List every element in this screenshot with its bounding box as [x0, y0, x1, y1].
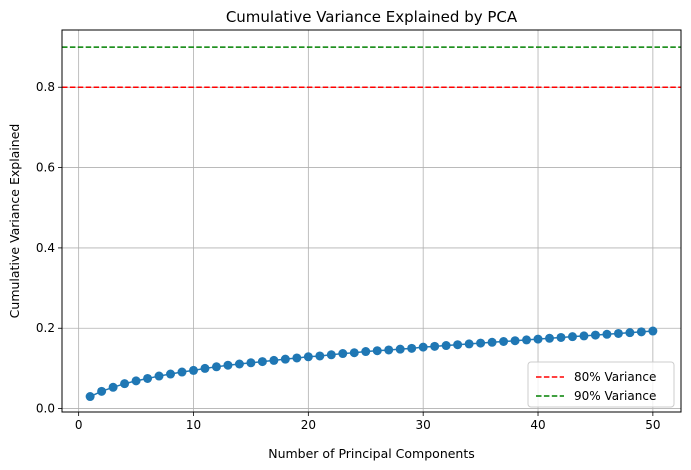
- data-point: [556, 332, 566, 342]
- data-point: [418, 342, 428, 352]
- data-point: [590, 330, 600, 340]
- data-point: [108, 382, 118, 392]
- data-point: [292, 353, 302, 363]
- data-point: [579, 331, 589, 341]
- data-point: [510, 336, 520, 346]
- data-point: [430, 341, 440, 351]
- axis-ticks: 0 10 20 30 40 50 0.0 0.2 0.4 0.6 0.8: [36, 80, 661, 432]
- x-tick-label: 10: [186, 418, 201, 432]
- data-point: [166, 369, 176, 379]
- y-tick-label: 0.0: [36, 402, 55, 416]
- data-point: [602, 329, 612, 339]
- data-point: [131, 376, 141, 386]
- data-point: [303, 352, 313, 362]
- data-point: [625, 328, 635, 338]
- data-point: [395, 344, 405, 354]
- x-tick-label: 30: [416, 418, 431, 432]
- y-tick-label: 0.8: [36, 80, 55, 94]
- data-point: [97, 386, 107, 396]
- data-point: [453, 340, 463, 350]
- y-tick-label: 0.4: [36, 241, 55, 255]
- data-point: [361, 347, 371, 357]
- data-point: [441, 341, 451, 351]
- data-point: [487, 337, 497, 347]
- data-point: [533, 334, 543, 344]
- data-point: [315, 351, 325, 361]
- y-tick-label: 0.6: [36, 161, 55, 175]
- data-point: [407, 343, 417, 353]
- data-point: [499, 337, 509, 347]
- data-point: [246, 358, 256, 368]
- y-axis-label: Cumulative Variance Explained: [7, 124, 22, 319]
- chart-title: Cumulative Variance Explained by PCA: [226, 8, 518, 26]
- data-point: [177, 367, 187, 377]
- data-point: [372, 346, 382, 356]
- data-point: [280, 354, 290, 364]
- data-point: [143, 373, 153, 383]
- data-point: [200, 363, 210, 373]
- legend-label-80: 80% Variance: [574, 370, 656, 384]
- x-tick-label: 0: [75, 418, 83, 432]
- data-point: [522, 335, 532, 345]
- data-point: [211, 362, 221, 372]
- plot-frame: [61, 29, 682, 413]
- data-point: [154, 371, 164, 381]
- data-point: [567, 332, 577, 342]
- legend: 80% Variance 90% Variance: [527, 361, 675, 408]
- data-point: [120, 379, 130, 389]
- x-tick-label: 50: [645, 418, 660, 432]
- data-point: [85, 392, 95, 402]
- data-point: [613, 328, 623, 338]
- data-point: [476, 338, 486, 348]
- reference-lines: [62, 46, 681, 88]
- data-point: [545, 333, 555, 343]
- data-point: [338, 349, 348, 359]
- legend-box: [527, 361, 675, 408]
- data-point: [464, 339, 474, 349]
- data-point: [257, 357, 267, 367]
- y-tick-label: 0.2: [36, 321, 55, 335]
- data-point: [223, 360, 233, 370]
- x-tick-label: 40: [530, 418, 545, 432]
- data-point: [326, 350, 336, 360]
- data-series: [85, 326, 658, 402]
- x-axis-label: Number of Principal Components: [268, 446, 475, 461]
- data-point: [234, 359, 244, 369]
- data-point: [636, 327, 646, 337]
- legend-label-90: 90% Variance: [574, 389, 656, 403]
- data-point: [349, 348, 359, 358]
- x-tick-label: 20: [301, 418, 316, 432]
- data-point: [648, 326, 658, 336]
- data-point: [384, 345, 394, 355]
- data-point: [269, 355, 279, 365]
- data-point: [188, 365, 198, 375]
